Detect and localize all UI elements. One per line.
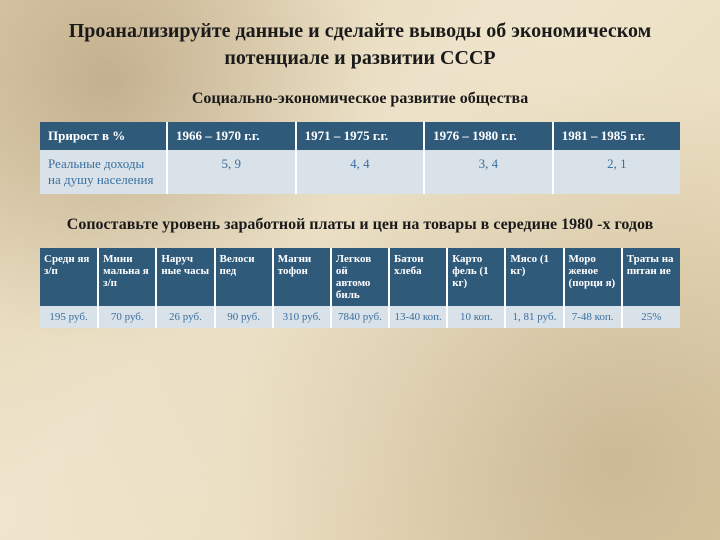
col-header: Батон хлеба <box>389 248 447 306</box>
col-header: Траты на питан ие <box>622 248 680 306</box>
col-header: Легков ой автомо биль <box>331 248 389 306</box>
cell-value: 10 коп. <box>447 306 505 328</box>
cell-value: 13-40 коп. <box>389 306 447 328</box>
col-header: Карто фель (1 кг) <box>447 248 505 306</box>
row-label: Реальные доходы на душу населения <box>40 150 167 194</box>
col-header: Мясо (1 кг) <box>505 248 563 306</box>
table-header-row: Прирост в % 1966 – 1970 г.г. 1971 – 1975… <box>40 122 680 150</box>
table-row: Реальные доходы на душу населения 5, 9 4… <box>40 150 680 194</box>
income-growth-table: Прирост в % 1966 – 1970 г.г. 1971 – 1975… <box>40 122 680 194</box>
table-row: 195 руб. 70 руб. 26 руб. 90 руб. 310 руб… <box>40 306 680 328</box>
cell-value: 3, 4 <box>424 150 553 194</box>
col-header: 1981 – 1985 г.г. <box>553 122 680 150</box>
col-header: 1976 – 1980 г.г. <box>424 122 553 150</box>
cell-value: 5, 9 <box>167 150 296 194</box>
section-subtitle-1: Социально-экономическое развитие обществ… <box>40 90 680 108</box>
page-title: Проанализируйте данные и сделайте выводы… <box>40 18 680 72</box>
col-header: Прирост в % <box>40 122 167 150</box>
cell-value: 2, 1 <box>553 150 680 194</box>
cell-value: 25% <box>622 306 680 328</box>
prices-table: Средн яя з/п Мини мальна я з/п Наруч ные… <box>40 248 680 328</box>
table-header-row: Средн яя з/п Мини мальна я з/п Наруч ные… <box>40 248 680 306</box>
col-header: Наруч ные часы <box>156 248 214 306</box>
col-header: Велоси пед <box>215 248 273 306</box>
col-header: Мини мальна я з/п <box>98 248 156 306</box>
col-header: 1966 – 1970 г.г. <box>167 122 296 150</box>
section-subtitle-2: Сопоставьте уровень заработной платы и ц… <box>40 216 680 234</box>
col-header: 1971 – 1975 г.г. <box>296 122 425 150</box>
col-header: Моро женое (порци я) <box>564 248 622 306</box>
col-header: Магни тофон <box>273 248 331 306</box>
cell-value: 70 руб. <box>98 306 156 328</box>
cell-value: 1, 81 руб. <box>505 306 563 328</box>
cell-value: 26 руб. <box>156 306 214 328</box>
cell-value: 195 руб. <box>40 306 98 328</box>
cell-value: 7-48 коп. <box>564 306 622 328</box>
cell-value: 310 руб. <box>273 306 331 328</box>
cell-value: 7840 руб. <box>331 306 389 328</box>
col-header: Средн яя з/п <box>40 248 98 306</box>
cell-value: 90 руб. <box>215 306 273 328</box>
cell-value: 4, 4 <box>296 150 425 194</box>
